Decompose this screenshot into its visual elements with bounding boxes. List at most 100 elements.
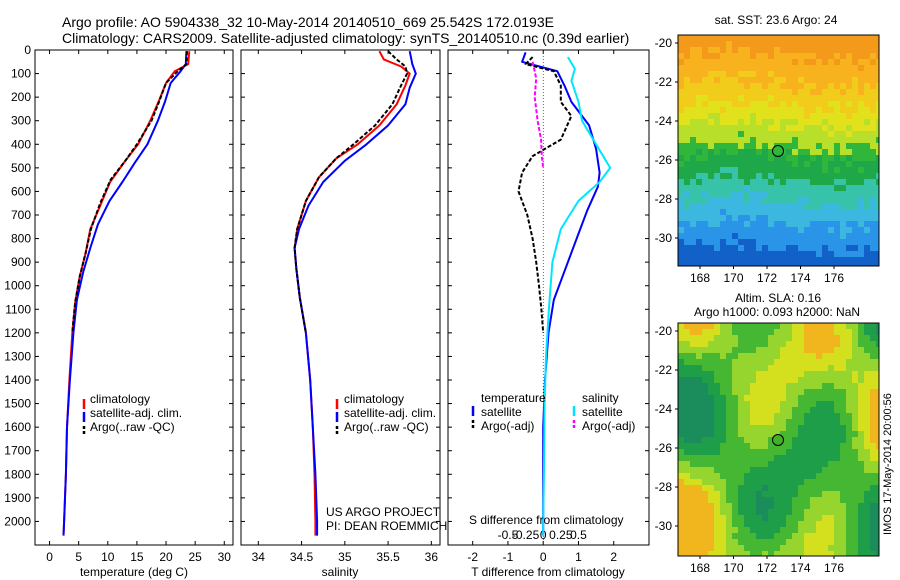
map-cell bbox=[702, 149, 709, 156]
map-cell bbox=[822, 347, 829, 354]
map-cell bbox=[798, 401, 805, 408]
map-cell bbox=[822, 161, 829, 168]
map-cell bbox=[810, 419, 817, 426]
map-cell bbox=[846, 377, 853, 384]
map-cell bbox=[762, 431, 769, 438]
map-cell bbox=[738, 53, 745, 60]
map-cell bbox=[678, 161, 685, 168]
map-cell bbox=[774, 323, 781, 330]
map-cell bbox=[768, 221, 775, 228]
map-cell bbox=[702, 419, 709, 426]
map-cell bbox=[726, 107, 733, 114]
map-cell bbox=[828, 227, 835, 234]
map-cell bbox=[720, 119, 727, 126]
map-cell bbox=[876, 521, 880, 528]
map-cell bbox=[744, 155, 751, 162]
map-cell bbox=[750, 221, 757, 228]
map-cell bbox=[708, 173, 715, 180]
map-cell bbox=[744, 419, 751, 426]
map-cell bbox=[876, 125, 880, 132]
map-cell bbox=[702, 359, 709, 366]
map-cell bbox=[738, 353, 745, 360]
y-tick-label: 200 bbox=[11, 90, 31, 104]
map-cell bbox=[678, 167, 685, 174]
imos-side-label: IMOS 17-May-2014 20:00:56 bbox=[882, 393, 894, 535]
map-cell bbox=[798, 203, 805, 210]
map-cell bbox=[786, 173, 793, 180]
salinity-axes-box bbox=[240, 49, 441, 546]
map-cell bbox=[720, 389, 727, 396]
map-cell bbox=[732, 95, 739, 102]
map-cell bbox=[744, 377, 751, 384]
map-cell bbox=[720, 323, 727, 330]
map-cell bbox=[792, 467, 799, 474]
map-cell bbox=[822, 71, 829, 78]
map-cell bbox=[786, 371, 793, 378]
map-cell bbox=[786, 89, 793, 96]
map-cell bbox=[750, 527, 757, 534]
legend-label-climatology: climatology bbox=[90, 392, 150, 406]
map-cell bbox=[744, 83, 751, 90]
map-cell bbox=[852, 59, 859, 66]
map-cell bbox=[756, 47, 763, 54]
map-cell bbox=[768, 119, 775, 126]
map-cell bbox=[738, 425, 745, 432]
map-cell bbox=[828, 209, 835, 216]
map-cell bbox=[780, 515, 787, 522]
map-cell bbox=[690, 203, 697, 210]
map-cell bbox=[780, 473, 787, 480]
map-cell bbox=[792, 71, 799, 78]
map-cell bbox=[678, 341, 685, 348]
map-cell bbox=[714, 101, 721, 108]
map-cell bbox=[774, 473, 781, 480]
map-cell bbox=[732, 341, 739, 348]
map-cell bbox=[870, 89, 877, 96]
map-cell bbox=[684, 125, 691, 132]
map-cell bbox=[810, 35, 817, 42]
map-cell bbox=[762, 323, 769, 330]
map-cell bbox=[840, 461, 847, 468]
map-cell bbox=[726, 209, 733, 216]
map-cell bbox=[780, 35, 787, 42]
map-cell bbox=[870, 191, 877, 198]
map-cell bbox=[702, 185, 709, 192]
map-cell bbox=[720, 137, 727, 144]
map-cell bbox=[780, 95, 787, 102]
map-cell bbox=[726, 221, 733, 228]
map-cell bbox=[726, 101, 733, 108]
map-cell bbox=[678, 503, 685, 510]
map-cell bbox=[756, 221, 763, 228]
map-cell bbox=[852, 509, 859, 516]
map-cell bbox=[798, 185, 805, 192]
map-cell bbox=[732, 473, 739, 480]
map-cell bbox=[720, 53, 727, 60]
map-cell bbox=[852, 359, 859, 366]
map-cell bbox=[690, 341, 697, 348]
map-cell bbox=[828, 233, 835, 240]
map-cell bbox=[834, 371, 841, 378]
map-cell bbox=[732, 485, 739, 492]
map-cell bbox=[738, 407, 745, 414]
map-cell bbox=[846, 59, 853, 66]
map-cell bbox=[798, 125, 805, 132]
map-cell bbox=[828, 65, 835, 72]
map-cell bbox=[696, 365, 703, 372]
map-cell bbox=[864, 233, 871, 240]
map-cell bbox=[822, 479, 829, 486]
map-cell bbox=[756, 239, 763, 246]
map-cell bbox=[804, 227, 811, 234]
map-cell bbox=[702, 413, 709, 420]
map-cell bbox=[696, 77, 703, 84]
difference-panel: -2 -1 0 1 2-0.5-0.25 0 0.250.5 temperature sal… bbox=[447, 49, 650, 579]
map-cell bbox=[720, 485, 727, 492]
map-cell bbox=[762, 365, 769, 372]
map-cell bbox=[768, 449, 775, 456]
map-cell bbox=[744, 461, 751, 468]
map-cell bbox=[816, 221, 823, 228]
map-cell bbox=[762, 161, 769, 168]
map-cell bbox=[690, 527, 697, 534]
map-cell bbox=[852, 467, 859, 474]
map-cell bbox=[822, 83, 829, 90]
map-cell bbox=[834, 437, 841, 444]
map-cell bbox=[816, 527, 823, 534]
